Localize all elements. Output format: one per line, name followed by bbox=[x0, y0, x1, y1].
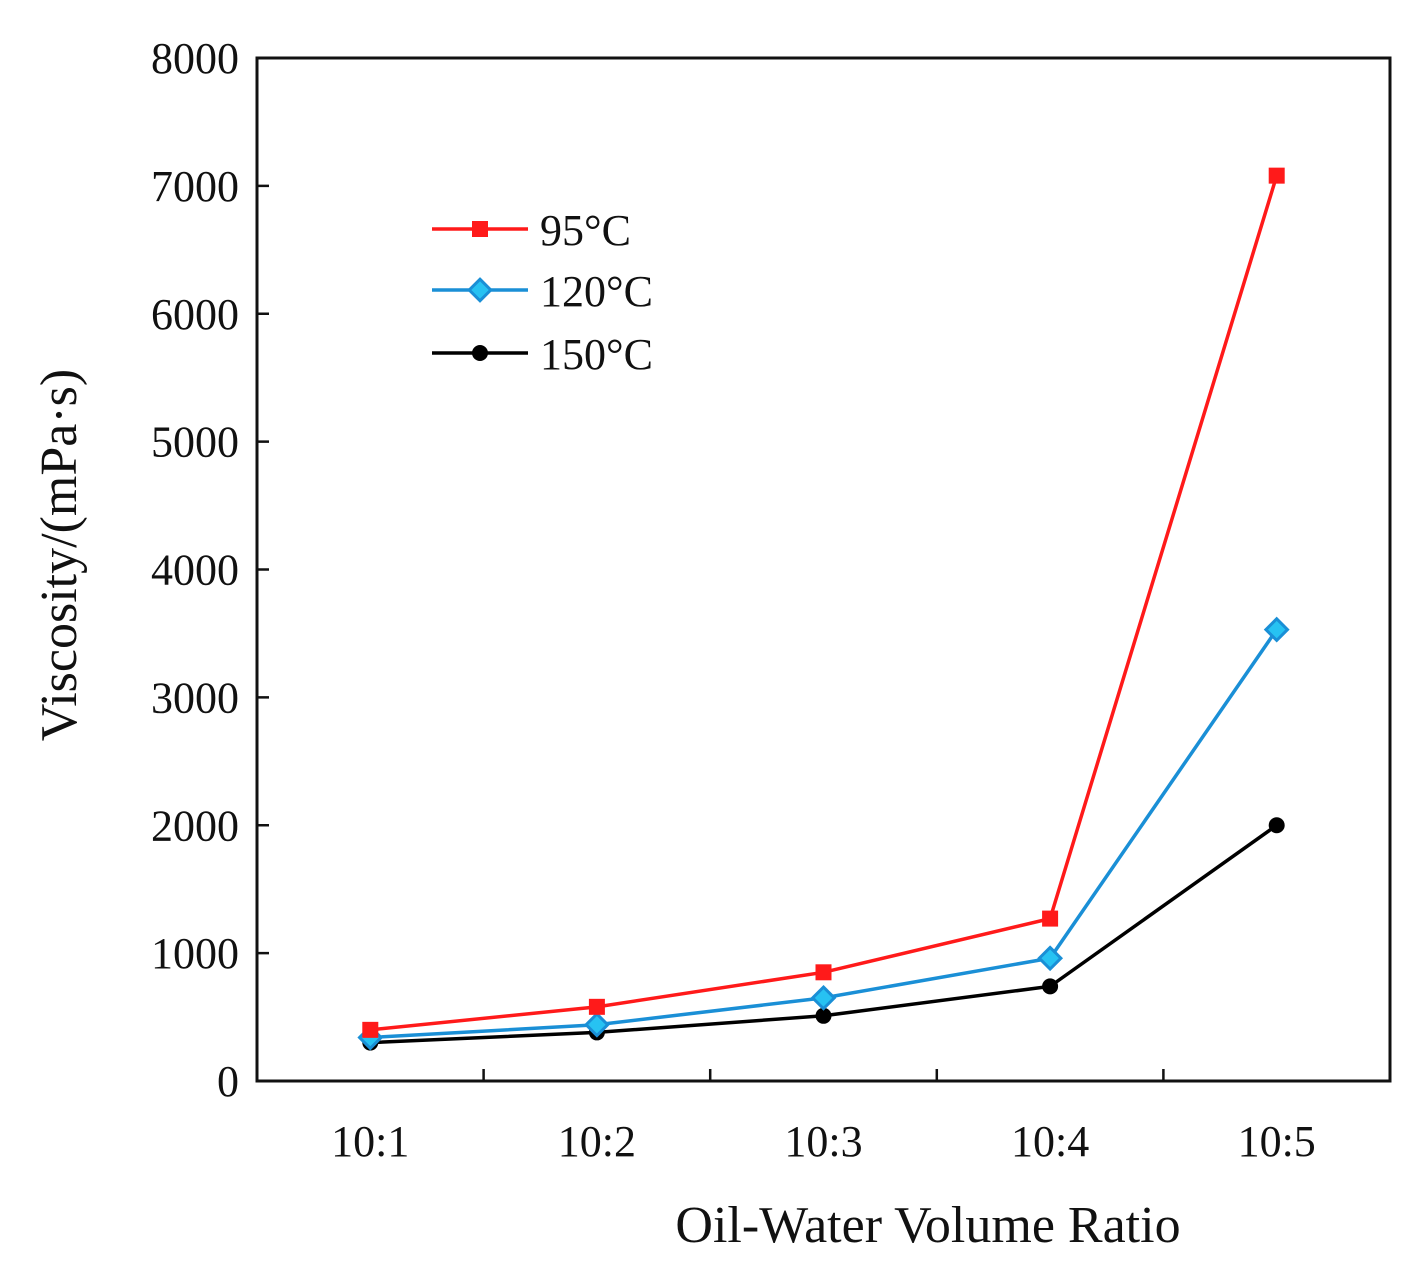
x-axis-title: Oil-Water Volume Ratio bbox=[675, 1197, 1180, 1254]
data-point bbox=[583, 1011, 610, 1038]
data-point bbox=[1268, 167, 1285, 184]
legend-marker bbox=[467, 277, 493, 303]
y-tick-label: 6000 bbox=[151, 290, 239, 339]
y-axis-ticks: 0 1000 2000 3000 4000 5000 6000 7000 8000 bbox=[151, 34, 269, 1106]
legend-label: 150°C bbox=[540, 330, 653, 379]
data-point bbox=[1042, 978, 1059, 995]
data-point bbox=[588, 998, 605, 1015]
data-point bbox=[362, 1021, 379, 1038]
y-tick-label: 4000 bbox=[151, 546, 239, 595]
data-point bbox=[1263, 616, 1290, 643]
data-point bbox=[1042, 910, 1059, 927]
x-tick-label: 10:5 bbox=[1238, 1117, 1316, 1166]
y-tick-label: 8000 bbox=[151, 34, 239, 83]
y-tick-label: 5000 bbox=[151, 418, 239, 467]
data-point bbox=[815, 1007, 832, 1024]
data-point bbox=[815, 964, 832, 981]
data-point bbox=[1268, 817, 1285, 834]
legend-label: 95°C bbox=[540, 206, 631, 255]
y-tick-label: 7000 bbox=[151, 162, 239, 211]
x-tick-label: 10:3 bbox=[784, 1117, 862, 1166]
series-1 bbox=[357, 616, 1290, 1051]
y-tick-label: 0 bbox=[217, 1057, 239, 1106]
legend-marker bbox=[472, 345, 488, 361]
series-layer bbox=[357, 167, 1290, 1051]
legend-label: 120°C bbox=[540, 267, 653, 316]
series-line bbox=[370, 175, 1279, 1032]
y-tick-label: 3000 bbox=[151, 673, 239, 722]
y-axis-title: Viscosity/(mPa·s) bbox=[31, 369, 88, 741]
legend: 95°C 120°C 150°C bbox=[432, 206, 653, 379]
y-tick-label: 2000 bbox=[151, 801, 239, 850]
data-point bbox=[1037, 945, 1064, 972]
plot-frame bbox=[255, 56, 1392, 1083]
x-tick-label: 10:1 bbox=[331, 1117, 409, 1166]
x-axis-ticks: 10:1 10:2 10:3 10:4 10:5 bbox=[331, 1069, 1316, 1166]
legend-item: 95°C bbox=[432, 206, 631, 255]
data-point bbox=[810, 984, 837, 1011]
y-tick-label: 1000 bbox=[151, 929, 239, 978]
legend-item: 120°C bbox=[432, 267, 653, 316]
series-0 bbox=[362, 167, 1285, 1038]
x-tick-label: 10:2 bbox=[558, 1117, 636, 1166]
legend-item: 150°C bbox=[432, 330, 653, 379]
legend-marker bbox=[472, 221, 488, 237]
x-tick-label: 10:4 bbox=[1011, 1117, 1089, 1166]
